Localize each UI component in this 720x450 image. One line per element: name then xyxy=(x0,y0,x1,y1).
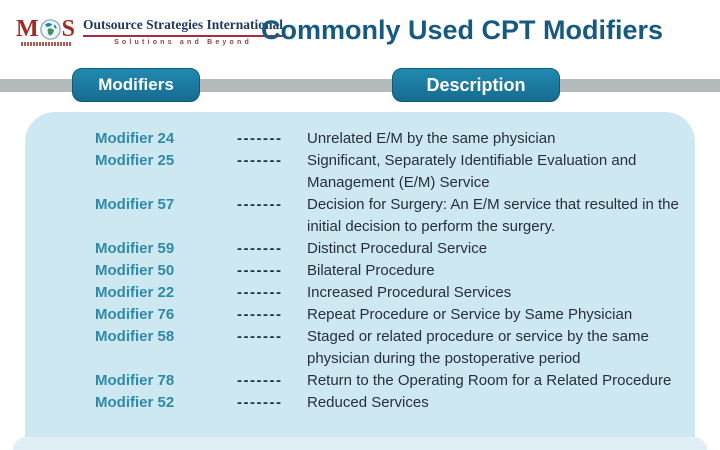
description-column-header: Description xyxy=(392,68,560,102)
table-row: Modifier 52 ------- Reduced Services xyxy=(95,392,683,414)
modifier-code: Modifier 57 xyxy=(95,196,175,213)
company-tagline: Solutions and Beyond xyxy=(114,39,252,46)
modifier-description: Staged or related procedure or service b… xyxy=(307,328,649,367)
separator-dashes: ------- xyxy=(237,372,283,389)
modifier-description: Distinct Procedural Service xyxy=(307,240,488,257)
separator-dashes: ------- xyxy=(237,130,283,147)
company-block: Outsource Strategies International Solut… xyxy=(83,17,283,46)
table-row: Modifier 50 ------- Bilateral Procedure xyxy=(95,260,683,282)
modifier-code: Modifier 58 xyxy=(95,328,175,345)
modifier-code: Modifier 59 xyxy=(95,240,175,257)
modifier-code: Modifier 22 xyxy=(95,284,175,301)
modifier-description: Decision for Surgery: An E/M service tha… xyxy=(307,196,679,235)
table-row: Modifier 78 ------- Return to the Operatin… xyxy=(95,370,683,392)
table-row: Modifier 57 ------- Decision for Surgery: … xyxy=(95,194,683,238)
modifier-description: Bilateral Procedure xyxy=(307,262,435,279)
logo-mark: M S xyxy=(16,17,75,46)
separator-dashes: ------- xyxy=(237,196,283,213)
logo-microtext xyxy=(20,42,71,46)
company-name: Outsource Strategies International xyxy=(83,17,283,37)
modifier-description: Repeat Procedure or Service by Same Phys… xyxy=(307,306,633,323)
separator-dashes: ------- xyxy=(237,262,283,279)
company-logo: M S Outsource Strategies International S… xyxy=(16,17,283,46)
logo-letter-s: S xyxy=(61,16,76,42)
separator-dashes: ------- xyxy=(237,284,283,301)
modifier-description: Return to the Operating Room for a Relat… xyxy=(307,372,672,389)
table-row: Modifier 59 ------- Distinct Procedural Se… xyxy=(95,238,683,260)
table-row: Modifier 22 ------- Increased Procedural S… xyxy=(95,282,683,304)
modifier-description: Reduced Services xyxy=(307,394,429,411)
logo-letter-m: M xyxy=(16,16,39,42)
content-panel xyxy=(25,112,695,437)
modifier-description: Significant, Separately Identifiable Eva… xyxy=(307,152,637,191)
panel-bottom-strip xyxy=(13,437,707,450)
modifier-code: Modifier 25 xyxy=(95,152,175,169)
page-title: Commonly Used CPT Modifiers xyxy=(261,15,664,45)
modifier-rows: Modifier 24 ------- Unrelated E/M by the s… xyxy=(25,112,695,414)
modifier-code: Modifier 24 xyxy=(95,130,175,147)
modifier-description: Increased Procedural Services xyxy=(307,284,512,301)
table-row: Modifier 58 ------- Staged or related proc… xyxy=(95,326,683,370)
modifiers-column-header: Modifiers xyxy=(72,68,200,102)
modifier-code: Modifier 52 xyxy=(95,394,175,411)
separator-dashes: ------- xyxy=(237,328,283,345)
logo-letters: M S xyxy=(16,17,75,41)
separator-dashes: ------- xyxy=(237,306,283,323)
table-row: Modifier 24 ------- Unrelated E/M by the s… xyxy=(95,128,683,150)
separator-dashes: ------- xyxy=(237,394,283,411)
table-row: Modifier 25 ------- Significant, Separatel… xyxy=(95,150,683,194)
modifier-code: Modifier 50 xyxy=(95,262,175,279)
table-row: Modifier 76 ------- Repeat Procedure or Se… xyxy=(95,304,683,326)
modifier-code: Modifier 78 xyxy=(95,372,175,389)
separator-dashes: ------- xyxy=(237,152,283,169)
modifier-description: Unrelated E/M by the same physician xyxy=(307,130,556,147)
separator-dashes: ------- xyxy=(237,240,283,257)
globe-icon xyxy=(39,18,61,40)
modifier-code: Modifier 76 xyxy=(95,306,175,323)
